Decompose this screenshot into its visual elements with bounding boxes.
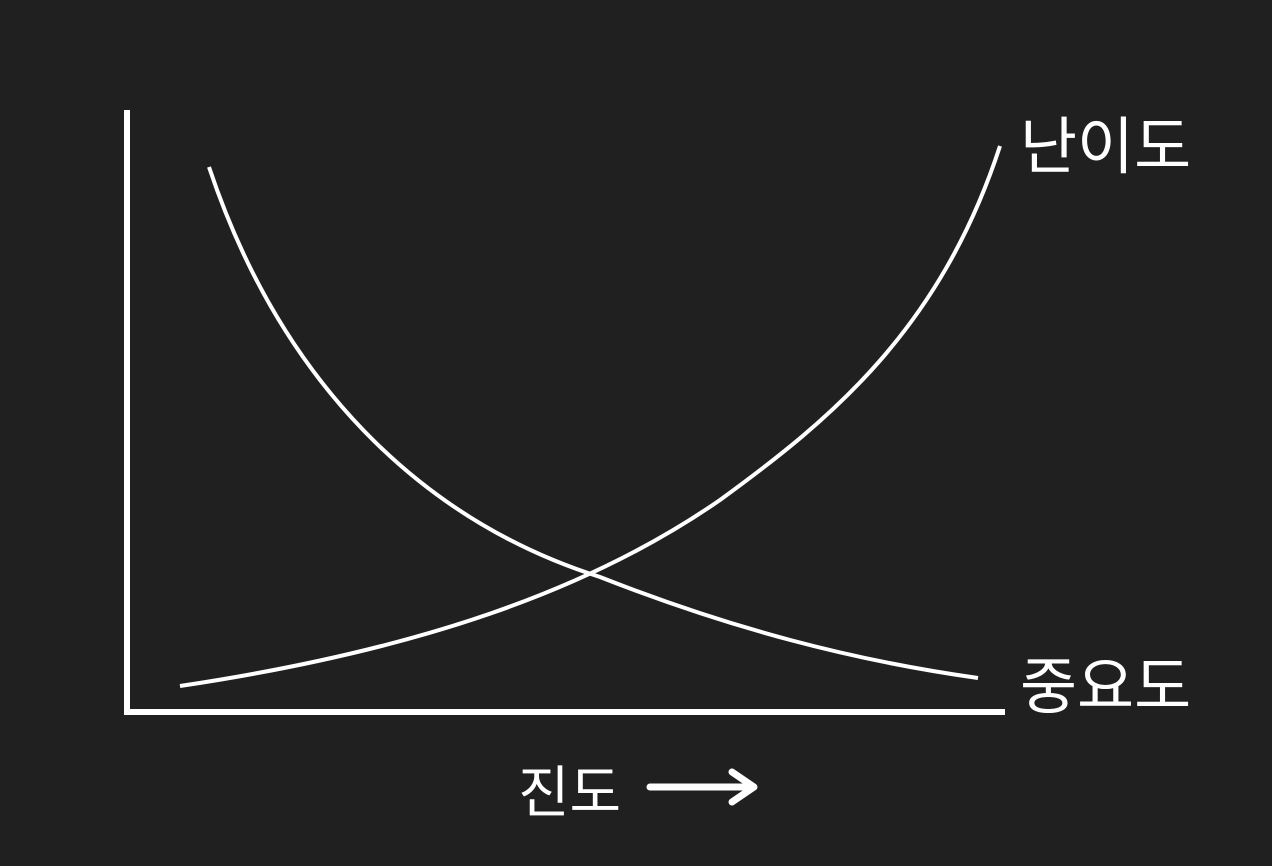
right-arrow-icon bbox=[646, 768, 758, 806]
importance-curve bbox=[207, 166, 979, 680]
difficulty-label: 난이도 bbox=[1020, 110, 1191, 183]
x-axis-label: 진도 bbox=[518, 761, 621, 826]
importance-label: 중요도 bbox=[1020, 650, 1191, 723]
difficulty-curve bbox=[179, 145, 1002, 688]
